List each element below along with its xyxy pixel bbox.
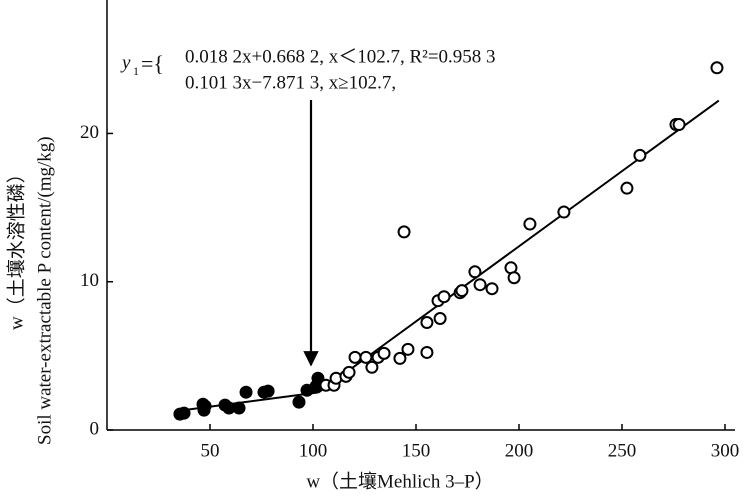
x-tick-label: 300 xyxy=(711,440,740,461)
data-point xyxy=(485,282,499,296)
data-point xyxy=(377,346,391,360)
data-point xyxy=(523,217,537,231)
data-point xyxy=(473,278,487,292)
data-point xyxy=(455,284,469,298)
x-tick-label: 200 xyxy=(505,440,534,461)
data-point xyxy=(437,290,451,304)
data-point xyxy=(342,365,356,379)
data-point xyxy=(420,345,434,359)
data-point xyxy=(507,271,521,285)
data-point xyxy=(393,351,407,365)
data-point xyxy=(198,399,212,413)
x-tick-label: 100 xyxy=(299,440,328,461)
data-point xyxy=(401,342,415,356)
data-point xyxy=(365,360,379,374)
y-axis-label: Soil water-extractable P content/(mg/kg) xyxy=(34,136,55,445)
data-point xyxy=(292,395,306,409)
data-point xyxy=(348,350,362,364)
equation-line: 0.101 3x−7.871 3, x≥102.7, xyxy=(185,72,396,93)
x-axis-label: w（土壤Mehlich 3–P） xyxy=(306,470,493,492)
data-point xyxy=(620,181,634,195)
data-point xyxy=(633,148,647,162)
data-point xyxy=(311,371,325,385)
equation-sign: ={ xyxy=(141,51,164,76)
y-axis-label: w（土壤水溶性磷） xyxy=(5,164,27,330)
data-point xyxy=(672,118,686,132)
data-point xyxy=(261,384,275,398)
data-point xyxy=(433,311,447,325)
equation-subscript: 1 xyxy=(133,64,139,78)
x-tick-label: 150 xyxy=(402,440,431,461)
equation-line: 0.018 2x+0.668 2, x＜102.7, R²=0.958 3 xyxy=(185,46,496,67)
x-tick-label: 50 xyxy=(201,440,220,461)
data-point xyxy=(239,385,253,399)
x-tick-label: 250 xyxy=(608,440,637,461)
data-point xyxy=(232,401,246,415)
data-point xyxy=(397,225,411,239)
data-point xyxy=(710,61,724,75)
data-point xyxy=(420,316,434,329)
y-tick-label: 0 xyxy=(90,418,100,439)
y-tick-label: 10 xyxy=(80,270,99,291)
y-tick-label: 20 xyxy=(80,122,99,143)
data-point xyxy=(468,265,482,279)
data-point xyxy=(177,406,191,420)
data-point xyxy=(359,350,373,364)
data-point xyxy=(557,205,571,219)
equation-label: y xyxy=(120,52,131,73)
fit-line xyxy=(317,99,720,394)
